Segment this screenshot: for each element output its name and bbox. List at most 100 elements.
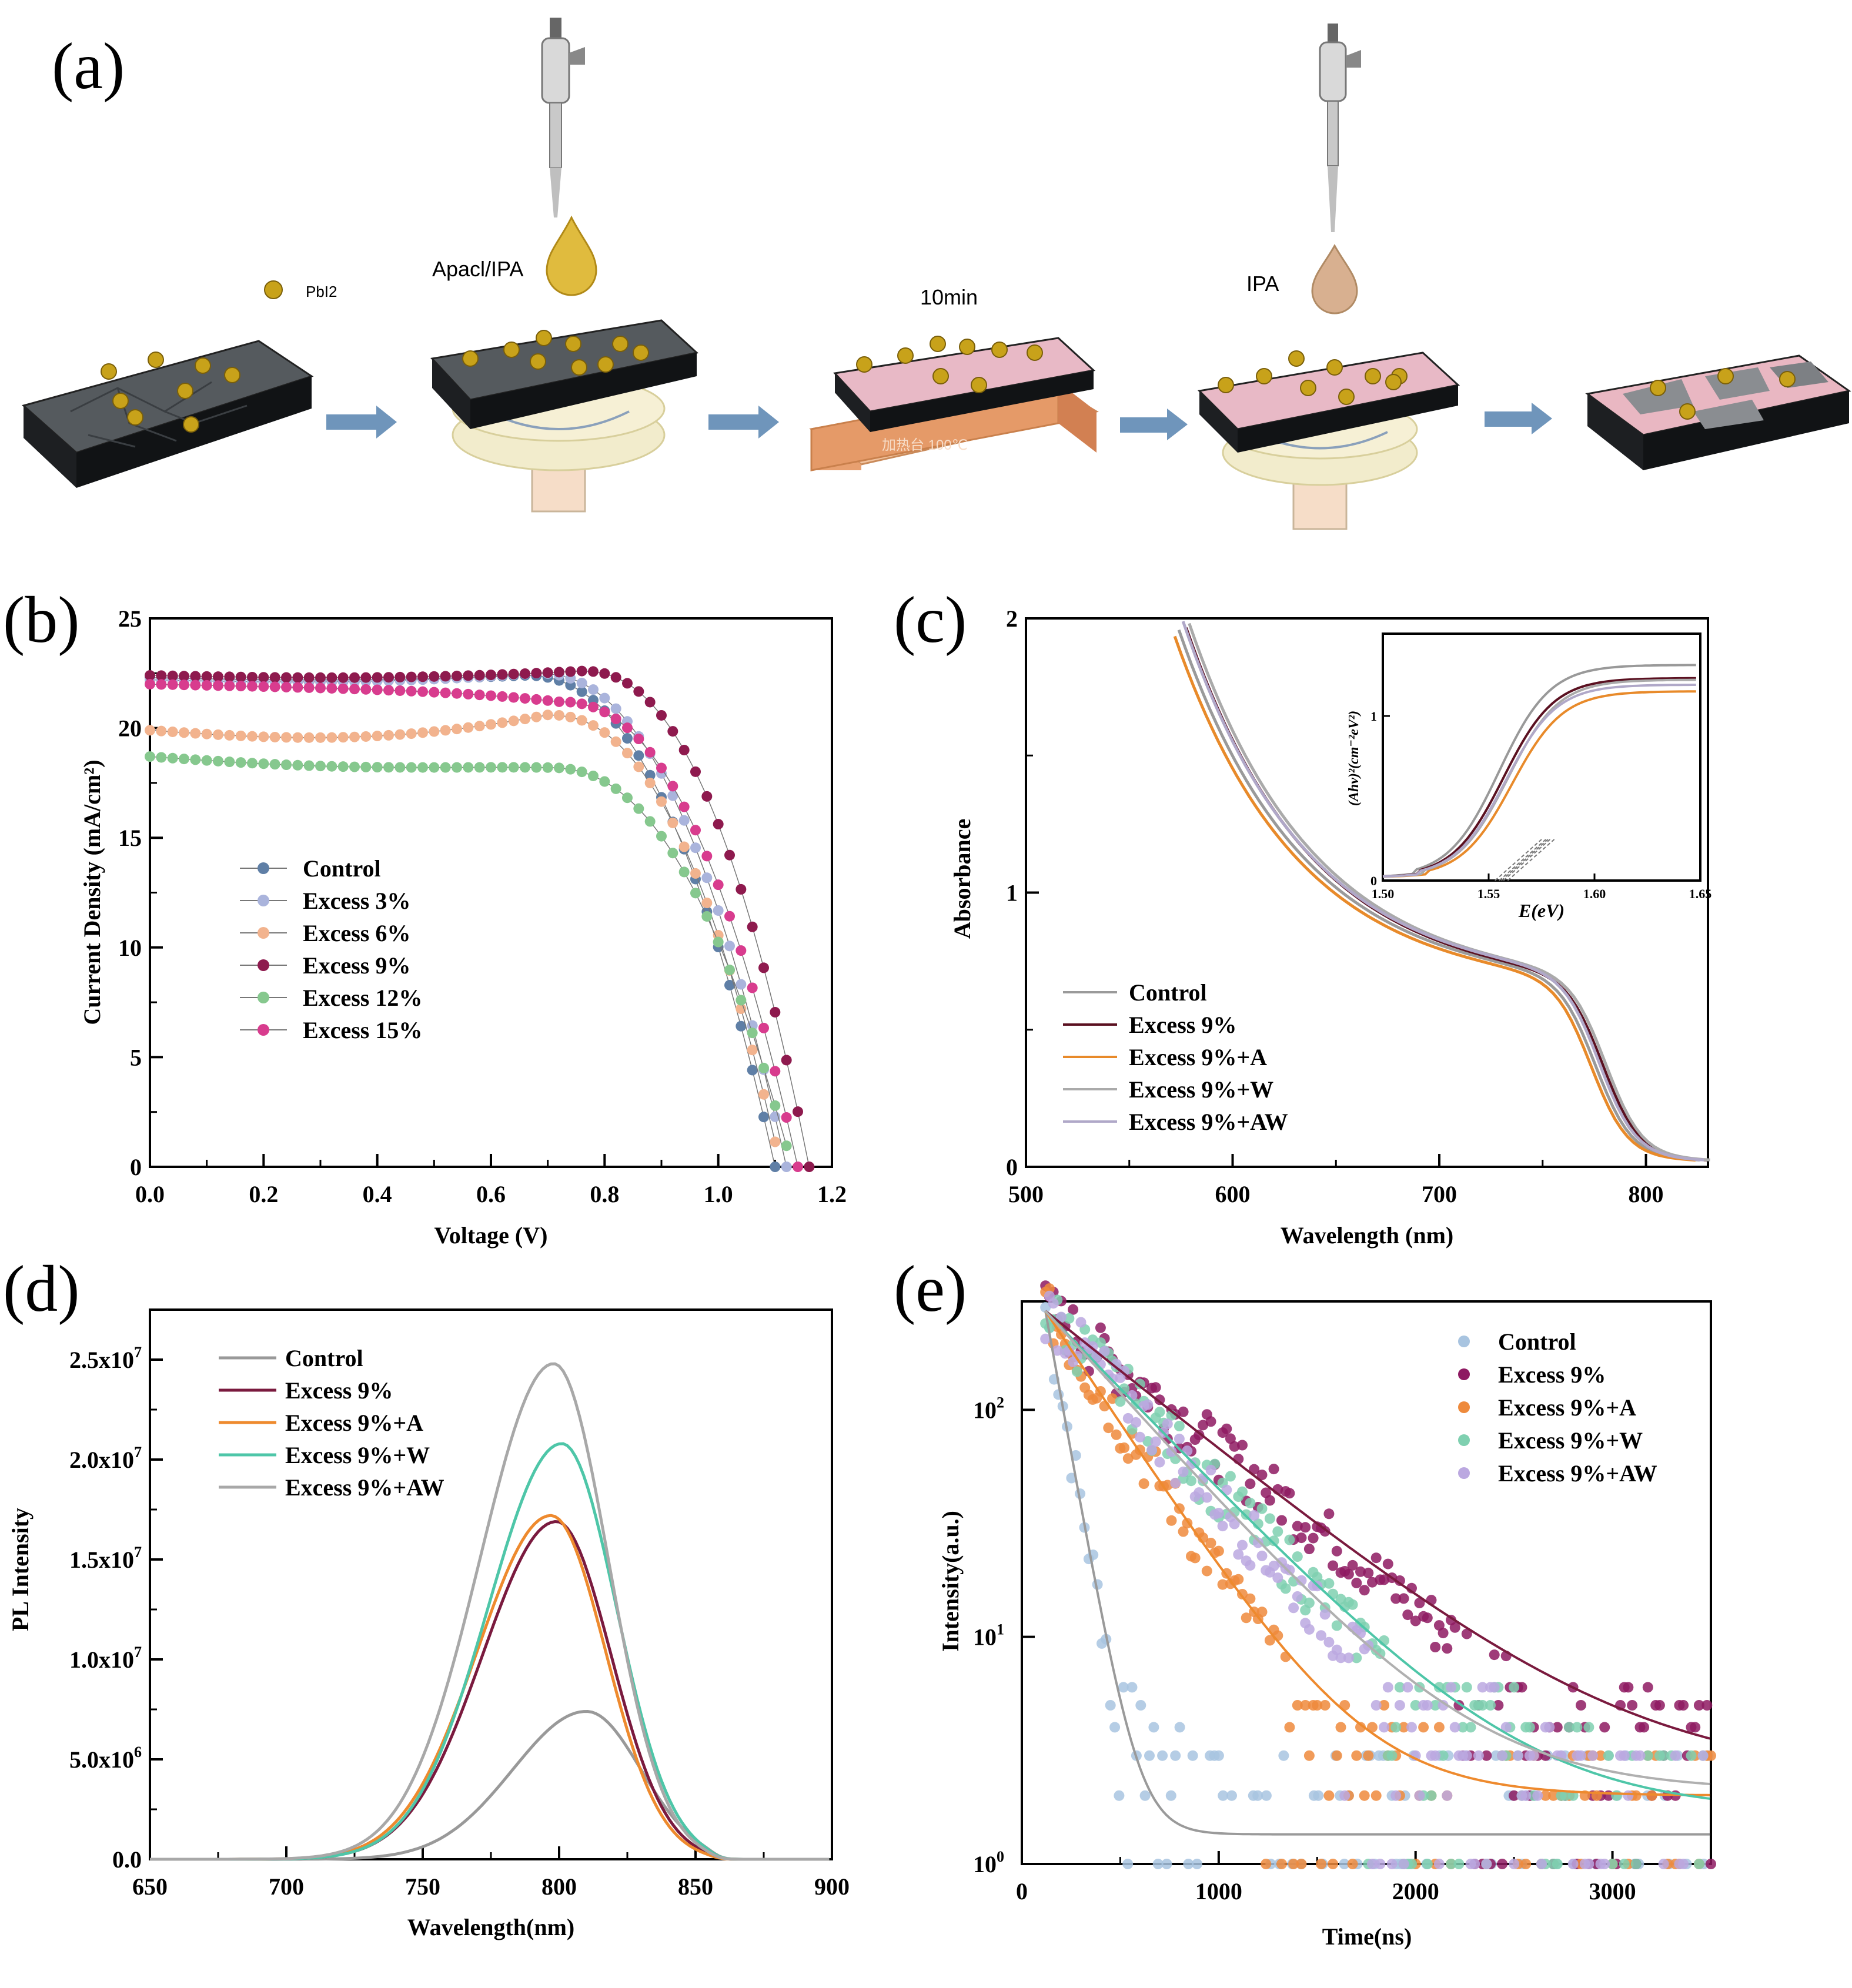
data-point	[360, 761, 372, 772]
data-point	[1457, 1722, 1469, 1733]
data-point	[1095, 1337, 1106, 1348]
data-point	[1068, 1304, 1079, 1315]
data-point	[1312, 1700, 1323, 1711]
y-tick-label: 10	[118, 935, 142, 961]
data-point	[1268, 1535, 1279, 1547]
data-point	[1118, 1682, 1129, 1693]
data-point	[770, 1162, 781, 1172]
data-point	[1678, 1700, 1689, 1711]
data-point	[486, 670, 496, 681]
data-point	[633, 803, 644, 814]
pbi2-particle	[565, 336, 581, 352]
data-point	[1402, 1609, 1413, 1621]
y-tick-label: 2	[1006, 605, 1018, 632]
data-point	[190, 728, 201, 739]
data-point	[1599, 1859, 1610, 1869]
pbi2-particle	[462, 350, 479, 367]
data-point	[1442, 1643, 1453, 1654]
data-point	[1245, 1593, 1256, 1604]
data-point	[303, 682, 315, 693]
data-point	[1229, 1441, 1240, 1452]
data-point	[1477, 1700, 1488, 1711]
data-point	[565, 711, 576, 722]
y-axis-label-d: PL Intensity	[7, 1508, 34, 1631]
data-point	[1201, 1492, 1212, 1503]
data-point	[406, 728, 417, 739]
legend-label: Excess 9%+AW	[1498, 1460, 1657, 1487]
legend-label: Excess 9%	[1129, 1012, 1236, 1038]
data-point	[281, 732, 292, 743]
data-point	[1213, 1750, 1224, 1761]
data-point	[690, 766, 701, 777]
data-point	[1233, 1549, 1244, 1560]
data-point	[554, 762, 564, 774]
data-point	[1245, 1497, 1256, 1508]
pbi2-particle	[1256, 368, 1272, 384]
inset-tangent-line	[1499, 839, 1546, 881]
data-point	[1461, 1750, 1472, 1761]
data-point	[1170, 1477, 1181, 1488]
hot-plate-label: 加热台 100℃	[882, 437, 968, 453]
data-point	[701, 791, 713, 802]
data-point	[1134, 1431, 1145, 1443]
data-point	[747, 1065, 758, 1076]
y-tick-label: 0.0	[112, 1846, 142, 1873]
data-point	[1292, 1521, 1303, 1532]
data-point	[463, 722, 474, 733]
panel-a: (a) PbI2	[21, 18, 1851, 530]
pipette-2-icon	[1319, 24, 1361, 232]
data-point	[1105, 1700, 1116, 1711]
data-point	[1461, 1628, 1472, 1639]
data-point	[1205, 1416, 1216, 1427]
data-point	[610, 736, 621, 747]
data-point	[656, 796, 667, 807]
data-point	[747, 1020, 758, 1031]
data-point	[474, 762, 485, 773]
data-point	[1485, 1700, 1496, 1711]
data-point	[781, 1112, 792, 1123]
data-point	[1390, 1790, 1402, 1801]
data-point	[349, 672, 360, 683]
data-point	[1355, 1628, 1366, 1639]
pbi2-particle	[1365, 368, 1381, 384]
data-point	[1323, 1790, 1335, 1801]
data-point	[1339, 1790, 1350, 1801]
data-point	[156, 752, 167, 763]
data-point	[690, 842, 701, 854]
data-point	[1284, 1565, 1295, 1576]
data-point	[713, 905, 724, 916]
legend-marker	[1458, 1401, 1470, 1413]
data-point	[1142, 1436, 1154, 1447]
x-tick-label: 0.4	[363, 1181, 392, 1207]
data-point	[1256, 1470, 1268, 1481]
pipette-1-icon	[541, 18, 585, 217]
drop-ipa-icon	[1311, 243, 1358, 314]
legend-label: Excess 9%	[303, 952, 410, 979]
data-point	[622, 722, 633, 734]
data-point	[1335, 1722, 1346, 1733]
data-point	[1430, 1700, 1441, 1711]
data-point	[1414, 1598, 1425, 1608]
data-point	[1187, 1750, 1198, 1761]
x-axis-label-b: Voltage (V)	[434, 1222, 548, 1249]
data-point	[736, 945, 747, 956]
series-excess-9-	[1040, 1280, 1716, 1869]
data-point	[1379, 1722, 1390, 1733]
data-point	[520, 693, 530, 704]
pbi2-particle	[1027, 344, 1043, 361]
data-point	[1497, 1750, 1508, 1761]
data-point	[1363, 1567, 1374, 1578]
legend-label: Excess 9%+A	[285, 1410, 423, 1436]
data-point	[758, 1112, 769, 1123]
data-point	[1296, 1575, 1307, 1586]
data-point	[713, 936, 724, 948]
data-point	[1642, 1750, 1653, 1761]
data-point	[1390, 1722, 1402, 1733]
panel-b: (b) 0.0 0.2 0.4 0.6 0.8 1.0 1.2 0 5 10 15 20 25 Cont…	[3, 584, 847, 1249]
series-excess-9-	[145, 665, 815, 1172]
x-tick-label: 750	[405, 1873, 440, 1900]
data-point	[1261, 1859, 1272, 1869]
pbi2-particle	[127, 409, 143, 426]
data-point	[1213, 1508, 1224, 1519]
